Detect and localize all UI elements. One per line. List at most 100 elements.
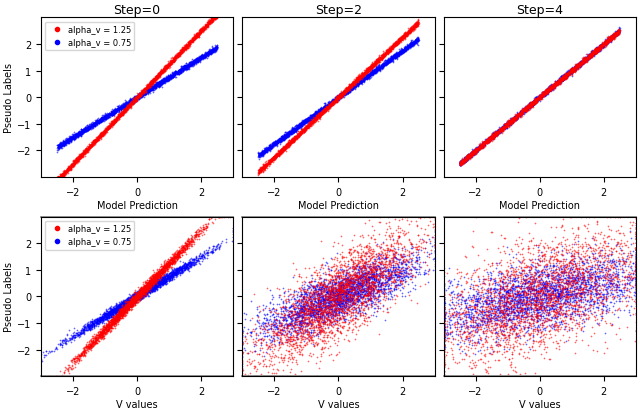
Point: [546, 294, 556, 300]
Point: [549, 323, 559, 330]
Point: [521, 104, 531, 111]
Point: [391, 40, 401, 46]
Point: [378, 64, 388, 70]
Point: [506, 119, 516, 126]
Point: [538, 309, 548, 315]
Point: [556, 303, 566, 310]
Point: [532, 97, 543, 104]
Point: [265, 159, 275, 165]
Point: [132, 295, 142, 302]
Point: [193, 257, 203, 263]
Point: [141, 89, 152, 96]
Point: [378, 63, 388, 70]
Point: [300, 286, 310, 293]
Point: [193, 257, 204, 264]
Point: [306, 272, 316, 279]
Point: [71, 133, 81, 140]
Point: [438, 301, 449, 307]
Point: [612, 29, 623, 36]
Point: [478, 280, 488, 287]
Point: [253, 170, 264, 177]
Point: [489, 290, 499, 297]
Point: [534, 309, 544, 316]
Point: [91, 136, 101, 143]
Point: [340, 310, 351, 317]
Point: [399, 33, 410, 40]
Point: [544, 85, 554, 92]
Point: [614, 282, 625, 288]
Point: [577, 270, 588, 277]
Point: [588, 298, 598, 304]
Point: [90, 335, 100, 342]
Point: [336, 284, 346, 290]
Point: [482, 300, 492, 307]
Point: [466, 313, 476, 320]
Point: [100, 325, 111, 332]
Point: [540, 325, 550, 331]
Point: [548, 85, 559, 91]
Point: [518, 107, 528, 114]
Point: [501, 307, 511, 314]
Point: [486, 289, 496, 295]
Point: [348, 277, 358, 283]
Point: [474, 144, 484, 151]
Point: [136, 285, 146, 292]
Point: [481, 139, 492, 146]
Point: [316, 293, 326, 300]
Point: [97, 332, 107, 339]
Point: [552, 80, 563, 86]
Point: [282, 145, 292, 152]
Point: [338, 284, 348, 290]
Point: [370, 60, 380, 66]
Point: [315, 281, 325, 287]
Point: [605, 36, 616, 42]
Point: [604, 252, 614, 258]
Point: [505, 119, 515, 126]
Point: [584, 287, 594, 294]
Point: [143, 283, 153, 290]
Point: [134, 92, 145, 98]
Point: [577, 276, 587, 283]
Point: [88, 320, 98, 327]
Point: [136, 287, 146, 294]
Point: [477, 309, 487, 316]
Point: [451, 331, 461, 338]
Point: [620, 242, 630, 249]
Point: [138, 91, 148, 98]
Point: [349, 80, 360, 86]
Point: [356, 257, 367, 263]
Point: [154, 72, 164, 78]
Point: [316, 328, 326, 335]
Point: [109, 319, 120, 325]
Point: [324, 103, 335, 109]
Point: [170, 71, 180, 78]
Point: [150, 275, 160, 282]
Point: [148, 77, 159, 84]
Point: [583, 54, 593, 61]
Point: [136, 91, 146, 98]
Point: [103, 321, 113, 328]
Point: [182, 40, 193, 47]
Point: [499, 331, 509, 338]
Point: [170, 269, 180, 276]
Point: [438, 311, 449, 318]
Point: [140, 284, 150, 290]
Point: [580, 58, 591, 65]
Point: [261, 163, 271, 169]
Point: [362, 286, 372, 293]
Point: [136, 290, 146, 296]
Point: [521, 108, 531, 115]
Point: [78, 323, 88, 330]
Point: [154, 71, 164, 78]
Point: [133, 92, 143, 99]
Point: [145, 88, 155, 94]
Point: [337, 268, 348, 275]
Point: [350, 289, 360, 295]
Point: [123, 297, 133, 304]
Point: [323, 100, 333, 106]
Point: [349, 269, 360, 275]
Point: [402, 30, 412, 37]
Point: [468, 149, 478, 156]
Point: [328, 292, 338, 298]
Point: [88, 321, 99, 328]
